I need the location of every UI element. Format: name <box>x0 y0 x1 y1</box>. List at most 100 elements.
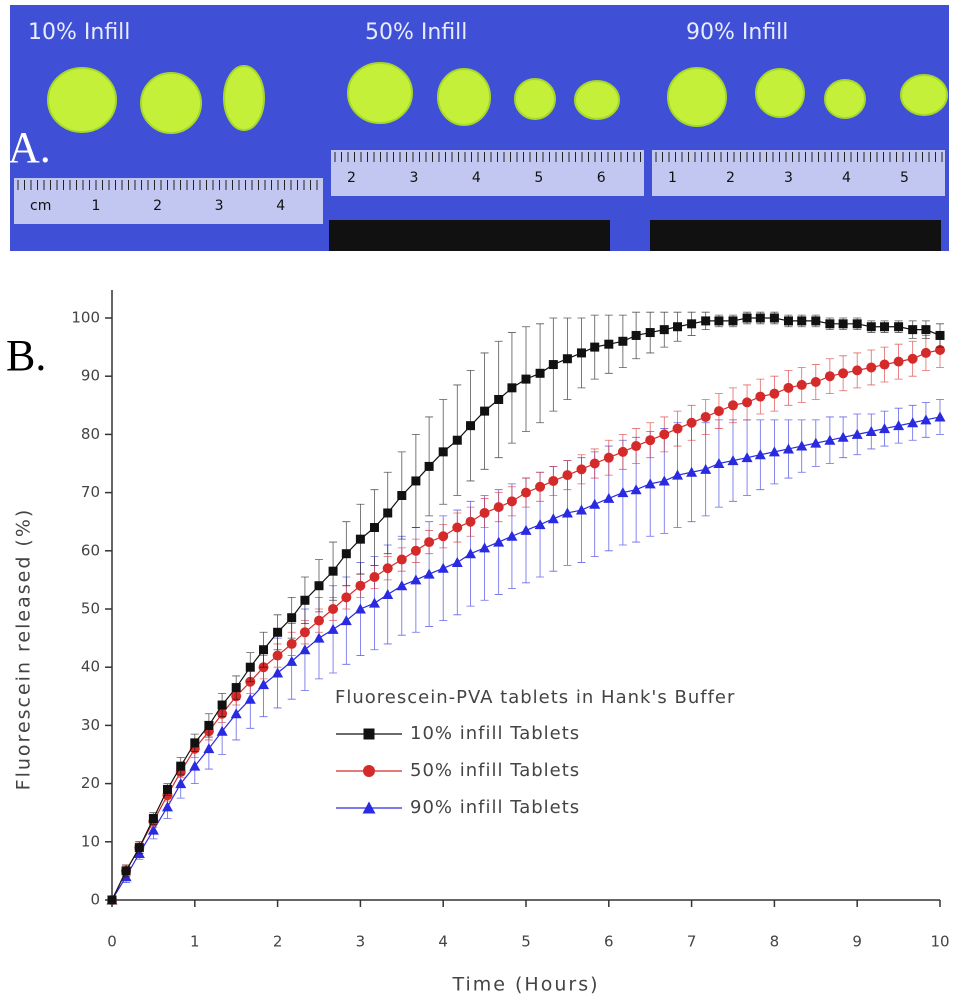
data-point <box>534 519 546 530</box>
data-point <box>701 316 711 326</box>
data-point <box>147 824 159 835</box>
data-point <box>714 316 724 326</box>
data-point <box>259 645 269 655</box>
data-point <box>810 437 822 448</box>
data-point <box>907 353 918 364</box>
x-tick-label: 9 <box>852 933 862 951</box>
data-point <box>216 725 228 736</box>
legend-label: 50% infill Tablets <box>410 760 580 781</box>
y-tick-label: 100 <box>71 309 100 327</box>
data-point <box>506 496 517 507</box>
data-point <box>190 738 200 748</box>
data-point <box>547 513 559 524</box>
data-point <box>659 325 669 335</box>
data-point <box>686 466 698 477</box>
data-point <box>340 615 352 626</box>
data-point <box>852 319 862 329</box>
data-point <box>575 504 587 515</box>
data-point <box>672 423 683 434</box>
data-point <box>244 693 256 704</box>
data-point <box>852 365 863 376</box>
data-point <box>272 650 283 661</box>
data-point <box>258 679 270 690</box>
tablet <box>667 67 727 127</box>
data-point <box>921 325 931 335</box>
data-point <box>520 524 532 535</box>
data-point <box>521 487 531 498</box>
data-point <box>410 545 421 556</box>
data-point <box>121 866 131 876</box>
legend-label: 10% infill Tablets <box>410 723 580 744</box>
data-point <box>713 458 725 468</box>
data-point <box>314 581 324 591</box>
data-point <box>893 356 904 367</box>
x-tick-label: 6 <box>604 933 614 951</box>
y-tick-label: 40 <box>81 658 100 676</box>
x-tick-label: 2 <box>273 933 283 951</box>
ruler-label: 3 <box>215 198 224 214</box>
legend-marker <box>363 765 375 777</box>
data-point <box>411 476 421 486</box>
data-point <box>451 556 463 567</box>
data-point <box>507 383 517 393</box>
data-point <box>742 313 752 323</box>
data-point <box>452 435 462 445</box>
data-point <box>783 316 793 326</box>
photo-title: 90% Infill <box>686 20 788 45</box>
data-point <box>368 597 380 608</box>
data-point <box>465 516 476 527</box>
data-point <box>838 319 848 329</box>
ruler-label: 5 <box>900 170 909 186</box>
data-point <box>920 414 932 425</box>
data-point <box>935 330 945 340</box>
data-point <box>299 627 310 638</box>
data-point <box>314 615 324 626</box>
panel-label: A. <box>8 123 51 172</box>
y-tick-label: 90 <box>81 367 100 385</box>
data-point <box>535 368 545 378</box>
data-point <box>231 683 241 693</box>
y-tick-label: 0 <box>90 891 100 909</box>
data-point <box>769 388 780 399</box>
photo-background <box>648 5 949 251</box>
data-point <box>300 595 310 605</box>
ruler-label: 2 <box>153 198 162 214</box>
data-point <box>369 571 380 582</box>
photo-shadow <box>329 220 610 251</box>
data-point <box>879 423 891 434</box>
data-point <box>341 592 352 603</box>
data-point <box>355 580 366 591</box>
data-point <box>466 421 476 431</box>
data-point <box>728 316 738 326</box>
data-point <box>880 322 890 332</box>
data-point <box>590 342 600 352</box>
data-point <box>576 464 587 475</box>
data-point <box>452 522 463 533</box>
data-point <box>754 449 766 460</box>
data-point <box>479 542 491 553</box>
data-point <box>299 644 311 655</box>
data-point <box>286 638 297 649</box>
tablet <box>574 80 620 120</box>
data-point <box>562 470 573 481</box>
data-point <box>908 325 918 335</box>
data-point <box>603 452 614 463</box>
data-point <box>273 627 283 637</box>
ruler-label: 1 <box>92 198 101 214</box>
data-point <box>479 507 490 518</box>
data-point <box>176 761 186 771</box>
tablet <box>347 62 413 124</box>
data-point <box>589 458 600 469</box>
data-point <box>617 446 628 457</box>
data-point <box>397 491 407 501</box>
data-point <box>768 446 780 457</box>
y-tick-label: 80 <box>81 425 100 443</box>
data-point <box>686 417 697 428</box>
data-point <box>935 345 945 356</box>
photo-title: 10% Infill <box>28 20 130 45</box>
y-tick-label: 30 <box>81 716 100 734</box>
tablet <box>47 67 117 133</box>
ruler-label: 3 <box>784 170 793 186</box>
tablet <box>900 74 948 116</box>
